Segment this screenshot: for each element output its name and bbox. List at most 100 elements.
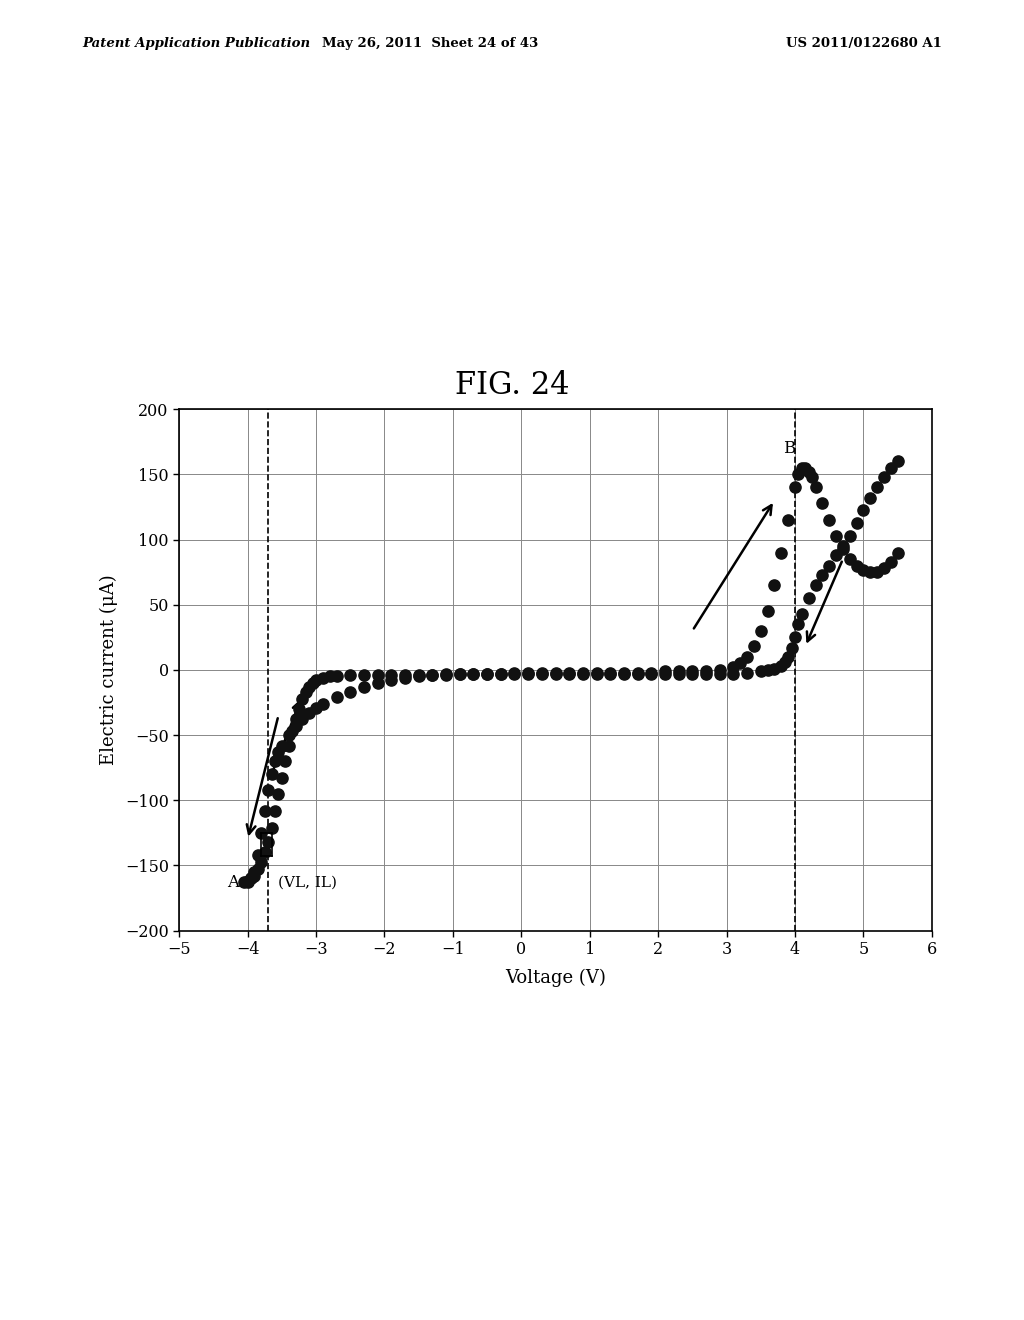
Point [786,477,803,498]
Point [684,660,700,681]
Point [452,663,468,684]
Point [697,660,714,681]
Text: FIG. 24: FIG. 24 [455,370,569,400]
Point [697,663,714,684]
Point [739,661,756,682]
Point [284,721,300,742]
Point [246,866,262,887]
Point [506,663,522,684]
Point [848,556,864,577]
Point [801,461,817,482]
Point [260,832,276,853]
Point [753,620,769,642]
Point [643,661,659,682]
Text: Patent Application Publication: Patent Application Publication [82,37,310,50]
Point [842,525,858,546]
Point [301,676,317,697]
Point [534,663,550,684]
Point [547,663,563,684]
Point [314,693,331,714]
Point [479,663,496,684]
Point [783,638,800,659]
Point [479,663,496,684]
Point [329,665,345,686]
Point [246,862,262,883]
Point [630,661,646,682]
Point [250,845,266,866]
Point [671,660,687,681]
Point [263,817,280,838]
Point [684,663,700,684]
Point [355,664,372,685]
Point [396,664,413,685]
Point [465,663,481,684]
Point [807,477,823,498]
Point [278,751,294,772]
Point [862,561,879,582]
Point [465,663,481,684]
Point [739,647,756,668]
Point [786,627,803,648]
Point [791,463,807,484]
Point [396,667,413,688]
Point [288,715,304,737]
Point [424,664,440,685]
Point [308,669,325,690]
Point [273,767,290,788]
Point [615,663,632,684]
Point [876,557,892,578]
Point [329,686,345,708]
Point [493,663,509,684]
Point [827,545,844,566]
Point [589,663,605,684]
Point [656,663,673,684]
Point [804,466,820,487]
Point [308,697,325,718]
Point [725,663,741,684]
Point [298,681,314,702]
Point [855,558,871,579]
Point [342,681,358,702]
Point [257,842,273,863]
Point [602,661,618,682]
Point [855,499,871,520]
Point [257,800,273,821]
Point [267,751,284,772]
Text: A: A [227,874,240,891]
Point [794,603,810,624]
Point [260,779,276,800]
Point [520,661,537,682]
Point [304,672,321,693]
Point [574,663,591,684]
Text: May 26, 2011  Sheet 24 of 43: May 26, 2011 Sheet 24 of 43 [322,37,539,50]
Point [773,543,790,564]
Point [506,661,522,682]
Point [883,552,899,573]
Point [250,859,266,880]
Point [883,457,899,478]
Point [383,669,399,690]
Text: B: B [783,441,796,458]
Point [355,676,372,697]
Point [807,574,823,595]
Point [281,735,297,756]
Point [547,661,563,682]
Point [574,661,591,682]
Point [370,664,386,685]
Point [493,663,509,684]
Point [281,725,297,746]
Point [342,664,358,685]
Point [236,871,252,892]
Point [890,543,906,564]
Point [842,549,858,570]
Point [630,663,646,684]
Point [534,661,550,682]
Point [869,477,886,498]
Point [270,783,287,804]
Point [243,869,259,890]
Point [766,659,782,680]
Point [656,660,673,681]
Point [876,466,892,487]
Point [267,800,284,821]
Point [862,487,879,508]
